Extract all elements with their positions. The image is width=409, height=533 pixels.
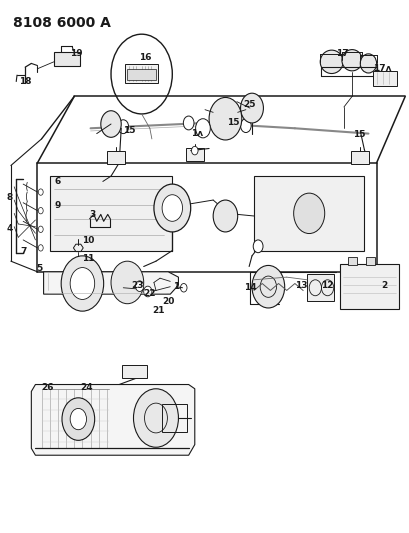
Text: 26: 26 bbox=[41, 383, 54, 392]
Bar bbox=[372, 71, 396, 86]
Text: 8: 8 bbox=[7, 193, 13, 202]
Text: 15: 15 bbox=[123, 126, 135, 135]
Text: 9: 9 bbox=[54, 201, 61, 210]
Text: 22: 22 bbox=[143, 288, 156, 297]
Ellipse shape bbox=[319, 50, 342, 74]
Bar bbox=[122, 365, 146, 378]
Circle shape bbox=[38, 226, 43, 232]
Bar bbox=[347, 257, 356, 265]
Text: 11: 11 bbox=[82, 254, 94, 263]
Circle shape bbox=[213, 200, 237, 232]
Bar bbox=[306, 274, 333, 301]
Circle shape bbox=[70, 408, 86, 430]
Bar bbox=[351, 151, 369, 164]
Circle shape bbox=[38, 189, 43, 195]
Circle shape bbox=[191, 147, 198, 155]
Text: 12: 12 bbox=[321, 280, 333, 289]
Bar bbox=[54, 52, 80, 66]
Circle shape bbox=[111, 261, 144, 304]
Text: 16: 16 bbox=[139, 53, 152, 62]
Ellipse shape bbox=[360, 54, 376, 73]
Text: 14: 14 bbox=[243, 283, 256, 292]
Text: 15: 15 bbox=[227, 118, 239, 127]
Bar bbox=[162, 403, 186, 432]
Circle shape bbox=[195, 119, 210, 138]
Text: 6: 6 bbox=[55, 177, 61, 186]
Circle shape bbox=[70, 268, 94, 300]
Bar bbox=[107, 151, 125, 164]
Circle shape bbox=[133, 389, 178, 447]
Circle shape bbox=[240, 119, 251, 133]
Text: 15: 15 bbox=[352, 130, 365, 139]
Circle shape bbox=[162, 195, 182, 221]
Circle shape bbox=[293, 193, 324, 233]
Circle shape bbox=[38, 245, 43, 251]
Polygon shape bbox=[43, 272, 178, 294]
Circle shape bbox=[253, 240, 263, 253]
Bar bbox=[366, 257, 375, 265]
Text: 19: 19 bbox=[70, 50, 82, 58]
Circle shape bbox=[183, 116, 193, 130]
Text: 7: 7 bbox=[20, 247, 26, 256]
Circle shape bbox=[153, 184, 190, 232]
Circle shape bbox=[209, 98, 241, 140]
Text: 10: 10 bbox=[82, 237, 94, 246]
Text: 1ʌ: 1ʌ bbox=[190, 129, 202, 138]
Circle shape bbox=[118, 120, 128, 134]
Bar bbox=[125, 64, 157, 83]
Text: 8108 6000 A: 8108 6000 A bbox=[13, 15, 110, 29]
Text: 18: 18 bbox=[19, 77, 31, 86]
Circle shape bbox=[62, 398, 94, 440]
Polygon shape bbox=[31, 384, 194, 455]
Bar bbox=[185, 149, 203, 161]
Text: 25: 25 bbox=[243, 100, 256, 109]
Circle shape bbox=[61, 256, 103, 311]
Text: 13: 13 bbox=[294, 280, 306, 289]
Circle shape bbox=[240, 93, 263, 123]
Circle shape bbox=[144, 286, 151, 297]
Ellipse shape bbox=[341, 50, 362, 71]
Text: 24: 24 bbox=[80, 383, 92, 392]
Circle shape bbox=[101, 111, 121, 138]
Text: 17: 17 bbox=[335, 50, 347, 58]
Circle shape bbox=[252, 265, 284, 308]
Text: 17ʌ: 17ʌ bbox=[373, 64, 391, 72]
Text: 1: 1 bbox=[173, 282, 179, 291]
Circle shape bbox=[77, 264, 83, 272]
Circle shape bbox=[135, 281, 144, 292]
Text: 23: 23 bbox=[131, 280, 144, 289]
Bar bbox=[254, 176, 364, 251]
Text: 4: 4 bbox=[7, 224, 13, 233]
Text: 2: 2 bbox=[381, 280, 387, 289]
Text: 20: 20 bbox=[162, 296, 174, 305]
Bar bbox=[339, 264, 398, 309]
Bar bbox=[127, 69, 155, 80]
Circle shape bbox=[38, 207, 43, 214]
Text: 5: 5 bbox=[36, 264, 43, 272]
Bar bbox=[49, 176, 172, 251]
Text: 21: 21 bbox=[151, 305, 164, 314]
Text: 3: 3 bbox=[89, 210, 96, 219]
